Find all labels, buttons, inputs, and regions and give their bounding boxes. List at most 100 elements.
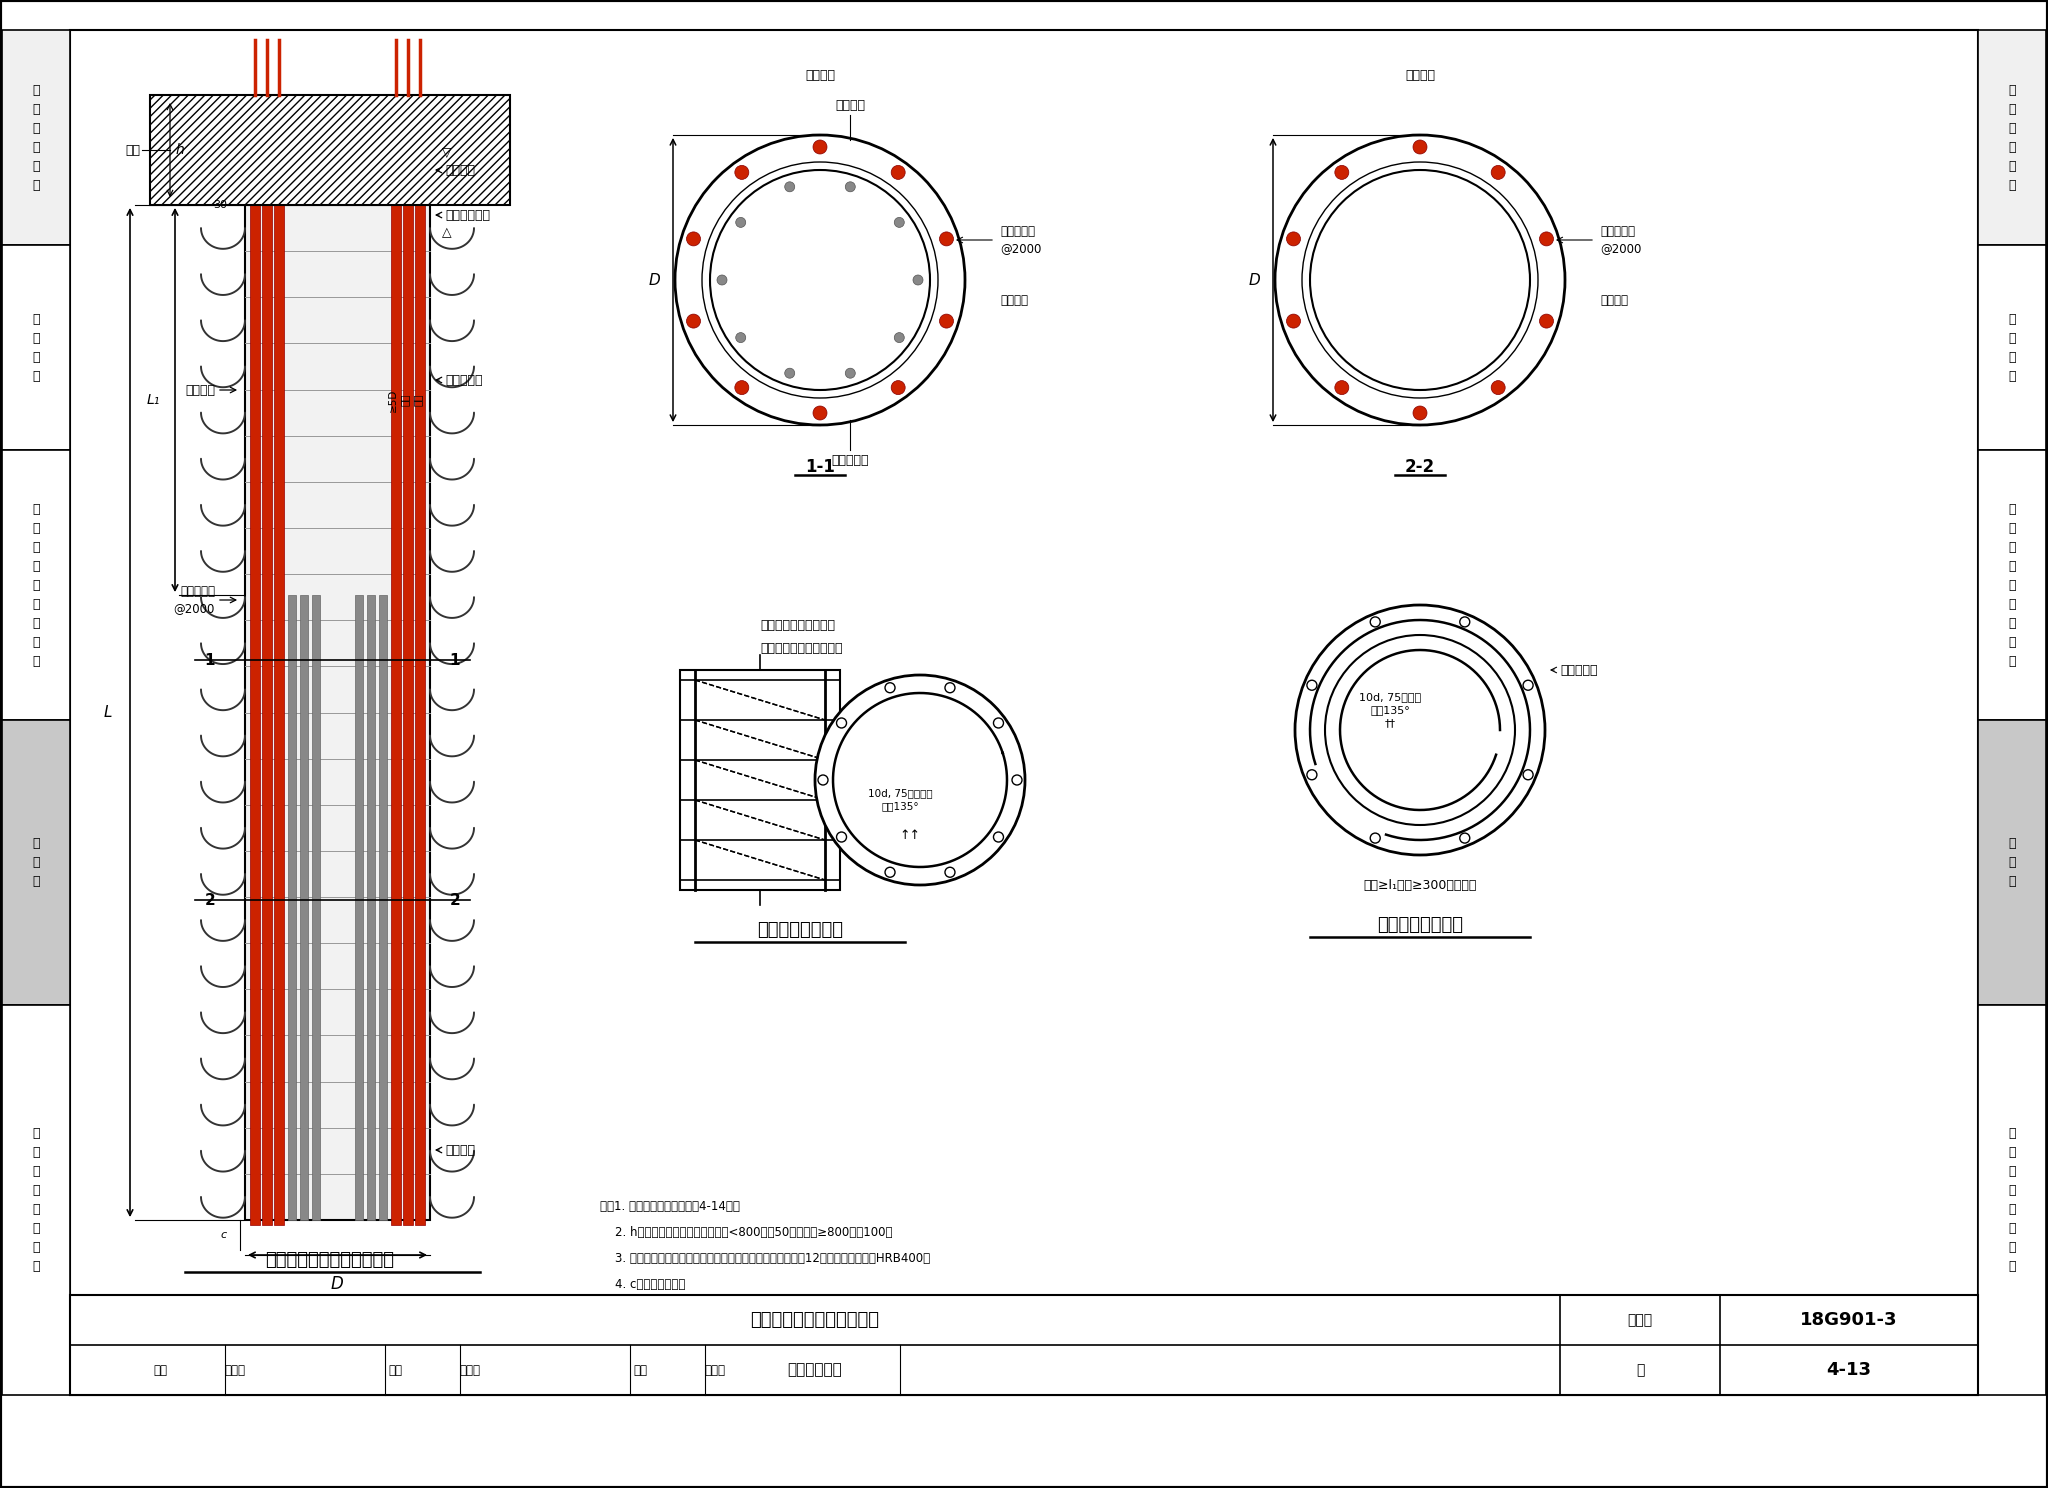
Circle shape <box>1413 140 1427 153</box>
Bar <box>2 720 70 1004</box>
Text: 螺旋箍筋搭接构造: 螺旋箍筋搭接构造 <box>1376 917 1462 934</box>
Bar <box>274 199 285 1225</box>
Circle shape <box>940 232 954 246</box>
Bar <box>70 1295 1978 1396</box>
Bar <box>246 205 430 1220</box>
Text: ≥5D
锚固
长度: ≥5D 锚固 长度 <box>387 388 422 412</box>
Text: L₁: L₁ <box>147 393 160 408</box>
Circle shape <box>1370 833 1380 844</box>
Text: 条
形
基
础
与
筏
形
基
础: 条 形 基 础 与 筏 形 基 础 <box>33 503 39 668</box>
Bar <box>299 595 307 1220</box>
Circle shape <box>1370 618 1380 626</box>
Text: 30: 30 <box>213 199 227 210</box>
Text: 18G901-3: 18G901-3 <box>1800 1311 1898 1329</box>
Circle shape <box>686 232 700 246</box>
Bar <box>289 595 297 1220</box>
Text: 垫层: 垫层 <box>125 143 139 156</box>
Text: 校对: 校对 <box>387 1363 401 1376</box>
Text: 一
般
构
造
要
求: 一 般 构 造 要 求 <box>2009 83 2015 192</box>
Text: 审核: 审核 <box>154 1363 168 1376</box>
Bar <box>1978 246 2046 449</box>
Bar <box>2 1004 70 1396</box>
Text: 承台底面标高: 承台底面标高 <box>444 208 489 222</box>
Circle shape <box>885 868 895 878</box>
Circle shape <box>1307 769 1317 780</box>
Circle shape <box>913 275 924 286</box>
Circle shape <box>717 275 727 286</box>
Circle shape <box>1413 406 1427 420</box>
Text: 4-13: 4-13 <box>1827 1362 1872 1379</box>
Text: 螺旋箍筋构造: 螺旋箍筋构造 <box>788 1363 842 1378</box>
Circle shape <box>885 683 895 693</box>
Circle shape <box>1335 381 1350 394</box>
Text: 1: 1 <box>205 653 215 668</box>
Text: c: c <box>221 1231 227 1240</box>
Bar <box>379 595 387 1220</box>
Text: 通长纵筋: 通长纵筋 <box>1405 68 1436 82</box>
Text: △: △ <box>442 226 453 240</box>
Bar <box>367 595 375 1220</box>
Circle shape <box>1540 314 1554 327</box>
Text: 3. 焊接加劲箍见设计标注，当设计未注明时，加劲箍直径为12，强度等级不低于HRB400。: 3. 焊接加劲箍见设计标注，当设计未注明时，加劲箍直径为12，强度等级不低于HR… <box>600 1251 930 1265</box>
Circle shape <box>735 381 750 394</box>
Text: 焊接加劲箍: 焊接加劲箍 <box>1561 664 1597 677</box>
Text: 与
基
础
有
关
的
构
造: 与 基 础 有 关 的 构 造 <box>2009 1126 2015 1274</box>
Text: 独
立
基
础: 独 立 基 础 <box>33 312 39 382</box>
Text: D: D <box>649 272 659 287</box>
Circle shape <box>1460 833 1470 844</box>
Text: 桩
基
础: 桩 基 础 <box>2009 836 2015 888</box>
Circle shape <box>735 333 745 342</box>
Text: 螺旋箍筋: 螺旋箍筋 <box>1599 293 1628 307</box>
Text: 非通长纵筋: 非通长纵筋 <box>444 373 483 387</box>
Text: D: D <box>1247 272 1260 287</box>
Bar <box>2 30 70 246</box>
Circle shape <box>1012 775 1022 786</box>
Circle shape <box>940 314 954 327</box>
Circle shape <box>1294 606 1544 856</box>
Circle shape <box>815 676 1024 885</box>
Text: 桩顶标高: 桩顶标高 <box>444 164 475 177</box>
Text: 独
立
基
础: 独 立 基 础 <box>2009 312 2015 382</box>
Text: 与
基
础
有
关
的
构
造: 与 基 础 有 关 的 构 造 <box>33 1126 39 1274</box>
Text: 10d, 75中较大值
角度135°: 10d, 75中较大值 角度135° <box>868 789 932 811</box>
Bar <box>391 199 401 1225</box>
Text: 一
般
构
造
要
求: 一 般 构 造 要 求 <box>33 83 39 192</box>
Circle shape <box>836 719 846 728</box>
Circle shape <box>1524 769 1534 780</box>
Circle shape <box>686 314 700 327</box>
Text: 设计: 设计 <box>633 1363 647 1376</box>
Text: 1: 1 <box>451 653 461 668</box>
Text: 焊接加劲箍
@2000: 焊接加劲箍 @2000 <box>999 225 1040 254</box>
Bar <box>2 449 70 720</box>
Text: 开始与结束位置应有水: 开始与结束位置应有水 <box>760 619 836 631</box>
Circle shape <box>836 832 846 842</box>
Text: 通长纵筋: 通长纵筋 <box>444 1143 475 1156</box>
Bar <box>354 595 362 1220</box>
Circle shape <box>846 368 856 378</box>
Circle shape <box>1460 618 1470 626</box>
Circle shape <box>1307 680 1317 690</box>
Text: 刘小楠: 刘小楠 <box>459 1363 481 1376</box>
Text: 平段，长度不小于一圈半: 平段，长度不小于一圈半 <box>760 641 842 655</box>
Bar <box>150 95 510 205</box>
Circle shape <box>891 381 905 394</box>
Text: 1-1: 1-1 <box>805 458 836 476</box>
Circle shape <box>676 135 965 426</box>
Circle shape <box>944 683 954 693</box>
Circle shape <box>895 333 905 342</box>
Bar <box>1978 720 2046 1004</box>
Text: 黄志刚: 黄志刚 <box>225 1363 246 1376</box>
Text: 灌注桩通长变截面配筋构造: 灌注桩通长变截面配筋构造 <box>750 1311 879 1329</box>
Bar <box>1978 1004 2046 1396</box>
Circle shape <box>1491 165 1505 180</box>
Text: 焊接加劲箍
@2000: 焊接加劲箍 @2000 <box>174 585 215 615</box>
Bar <box>311 595 319 1220</box>
Circle shape <box>813 140 827 153</box>
Text: 螺旋箍筋: 螺旋箍筋 <box>999 293 1028 307</box>
Circle shape <box>1524 680 1534 690</box>
Circle shape <box>944 868 954 878</box>
Bar <box>1978 449 2046 720</box>
Text: D: D <box>330 1275 344 1293</box>
Text: 条
形
基
础
与
筏
形
基
础: 条 形 基 础 与 筏 形 基 础 <box>2009 503 2015 668</box>
Text: 通长纵筋: 通长纵筋 <box>836 98 864 112</box>
